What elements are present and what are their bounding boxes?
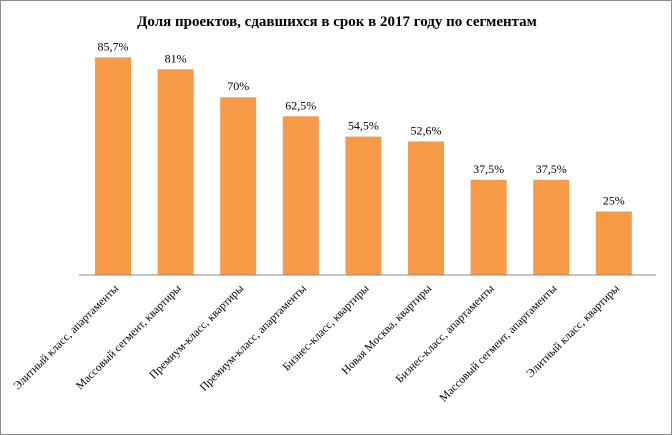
data-labels: 85,7% 81% 70% 62,5% 54,5% 52,6% 37,5% 37,5% 25% (98, 39, 625, 207)
data-label-9: 25% (603, 194, 625, 208)
chart-title: Доля проектов, сдавшихся в срок в 2017 г… (137, 14, 537, 30)
bar-5 (345, 136, 382, 275)
bars (95, 57, 632, 276)
category-label-4: Премиум-класс, апартаменты (198, 282, 309, 393)
bar-8 (533, 179, 570, 275)
bar-2 (157, 69, 194, 275)
data-label-8: 37,5% (536, 162, 567, 176)
bar-9 (595, 211, 632, 275)
bar-1 (95, 57, 131, 276)
bar-3 (220, 97, 257, 275)
data-label-1: 85,7% (98, 39, 129, 53)
bar-4 (282, 116, 319, 275)
bar-7 (470, 179, 507, 275)
data-label-5: 54,5% (348, 119, 379, 133)
data-label-3: 70% (227, 79, 249, 93)
category-label-8: Массовый сегмент, апартаменты (438, 282, 560, 404)
data-label-4: 62,5% (285, 98, 316, 112)
data-label-2: 81% (165, 51, 187, 65)
data-label-6: 52,6% (411, 123, 442, 137)
category-label-1: Элитный класс, апартаменты (11, 282, 121, 392)
category-label-2: Массовый сегмент, квартиры (74, 282, 184, 392)
data-label-7: 37,5% (473, 162, 504, 176)
bar-6 (408, 141, 444, 275)
